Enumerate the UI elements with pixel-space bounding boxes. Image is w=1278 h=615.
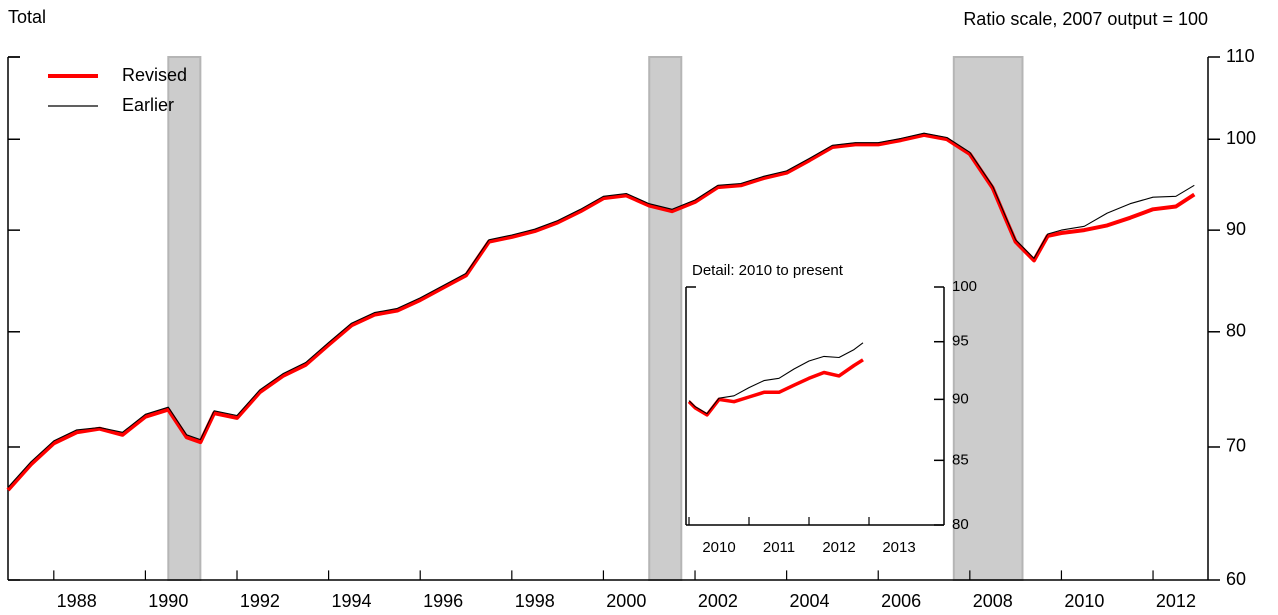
x-tick-label: 2008 — [973, 591, 1013, 611]
y-tick-label: 100 — [1226, 128, 1256, 148]
x-tick-label: 1988 — [57, 591, 97, 611]
y-tick-label: 100 — [952, 278, 977, 295]
inset-background — [686, 287, 944, 525]
y-tick-label: 110 — [1226, 46, 1255, 66]
x-tick-label: 2013 — [882, 539, 915, 556]
y-tick-label: 85 — [952, 451, 969, 468]
x-tick-label: 2011 — [763, 539, 795, 556]
line-earlier — [688, 342, 864, 415]
y-tick-label: 90 — [1226, 219, 1246, 239]
x-tick-label: 1998 — [515, 591, 555, 611]
x-tick-label: 2002 — [698, 591, 738, 611]
legend-label: Earlier — [122, 95, 174, 115]
x-tick-label: 2012 — [1156, 591, 1196, 611]
chart-subtitle: Ratio scale, 2007 output = 100 — [963, 9, 1208, 29]
x-tick-label: 2006 — [881, 591, 921, 611]
x-tick-label: 2010 — [1064, 591, 1104, 611]
x-tick-label: 2010 — [702, 539, 735, 556]
line-revised — [687, 358, 864, 417]
x-tick-label: 2004 — [790, 591, 830, 611]
y-tick-label: 60 — [1226, 569, 1246, 589]
y-tick-label: 90 — [952, 390, 969, 407]
x-tick-label: 2012 — [822, 539, 855, 556]
x-tick-label: 2000 — [606, 591, 646, 611]
y-tick-label: 80 — [952, 516, 969, 533]
x-tick-label: 1994 — [331, 591, 371, 611]
inset-title: Detail: 2010 to present — [692, 262, 844, 279]
line-earlier — [7, 132, 1195, 488]
recession-band — [648, 56, 683, 581]
y-tick-label: 80 — [1226, 321, 1246, 341]
x-tick-label: 1990 — [148, 591, 188, 611]
recession-band — [952, 56, 1024, 581]
legend-label: Revised — [122, 65, 187, 85]
line-revised — [6, 132, 1196, 492]
y-tick-label: 70 — [1226, 436, 1246, 456]
x-tick-label: 1992 — [240, 591, 280, 611]
chart-title: Total — [8, 7, 46, 27]
recession-band — [167, 56, 202, 581]
y-tick-label: 95 — [952, 333, 969, 350]
x-tick-label: 1996 — [423, 591, 463, 611]
